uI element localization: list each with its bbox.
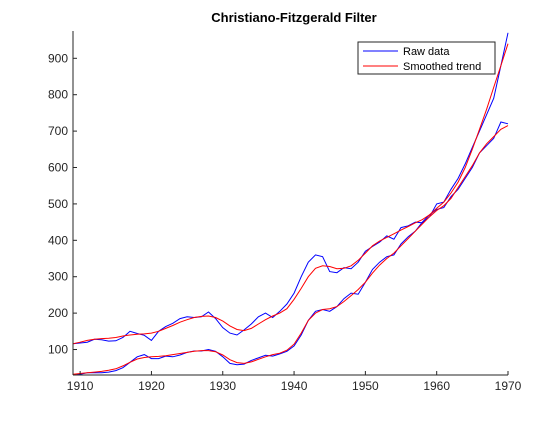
y-tick-label: 600 bbox=[48, 161, 68, 175]
series-line-raw-data-1 bbox=[72, 32, 509, 345]
chart-title: Christiano-Fitzgerald Filter bbox=[211, 10, 376, 25]
y-tick-label: 400 bbox=[48, 233, 68, 247]
legend-box bbox=[357, 41, 496, 75]
axes-box bbox=[73, 31, 508, 375]
x-axis: 1910 1920 1930 1940 1950 1960 1970 bbox=[67, 371, 522, 393]
x-tick-label: 1930 bbox=[209, 379, 236, 393]
y-tick-label: 700 bbox=[48, 124, 68, 138]
legend-label: Smoothed trend bbox=[403, 61, 481, 73]
x-tick-label: 1940 bbox=[281, 379, 308, 393]
y-tick-label: 800 bbox=[48, 88, 68, 102]
y-tick-label: 900 bbox=[48, 51, 68, 65]
y-tick-label: 300 bbox=[48, 270, 68, 284]
y-tick-label: 200 bbox=[48, 306, 68, 320]
series-layer bbox=[72, 32, 509, 376]
x-tick-label: 1970 bbox=[495, 379, 522, 393]
legend-label: Raw data bbox=[403, 46, 450, 58]
x-tick-label: 1960 bbox=[423, 379, 450, 393]
x-tick-label: 1920 bbox=[138, 379, 165, 393]
legend: Raw data Smoothed trend bbox=[357, 41, 496, 75]
series-line-smoothed-trend-2 bbox=[72, 125, 509, 375]
y-tick-label: 500 bbox=[48, 197, 68, 211]
series-line-raw-data-2 bbox=[72, 121, 509, 376]
y-tick-label: 100 bbox=[48, 343, 68, 357]
y-axis: 100 200 300 400 500 600 700 800 900 bbox=[48, 51, 77, 357]
series-line-smoothed-trend-1 bbox=[72, 43, 509, 345]
x-tick-label: 1910 bbox=[67, 379, 94, 393]
x-tick-label: 1950 bbox=[352, 379, 379, 393]
axes-lines bbox=[72, 31, 508, 376]
